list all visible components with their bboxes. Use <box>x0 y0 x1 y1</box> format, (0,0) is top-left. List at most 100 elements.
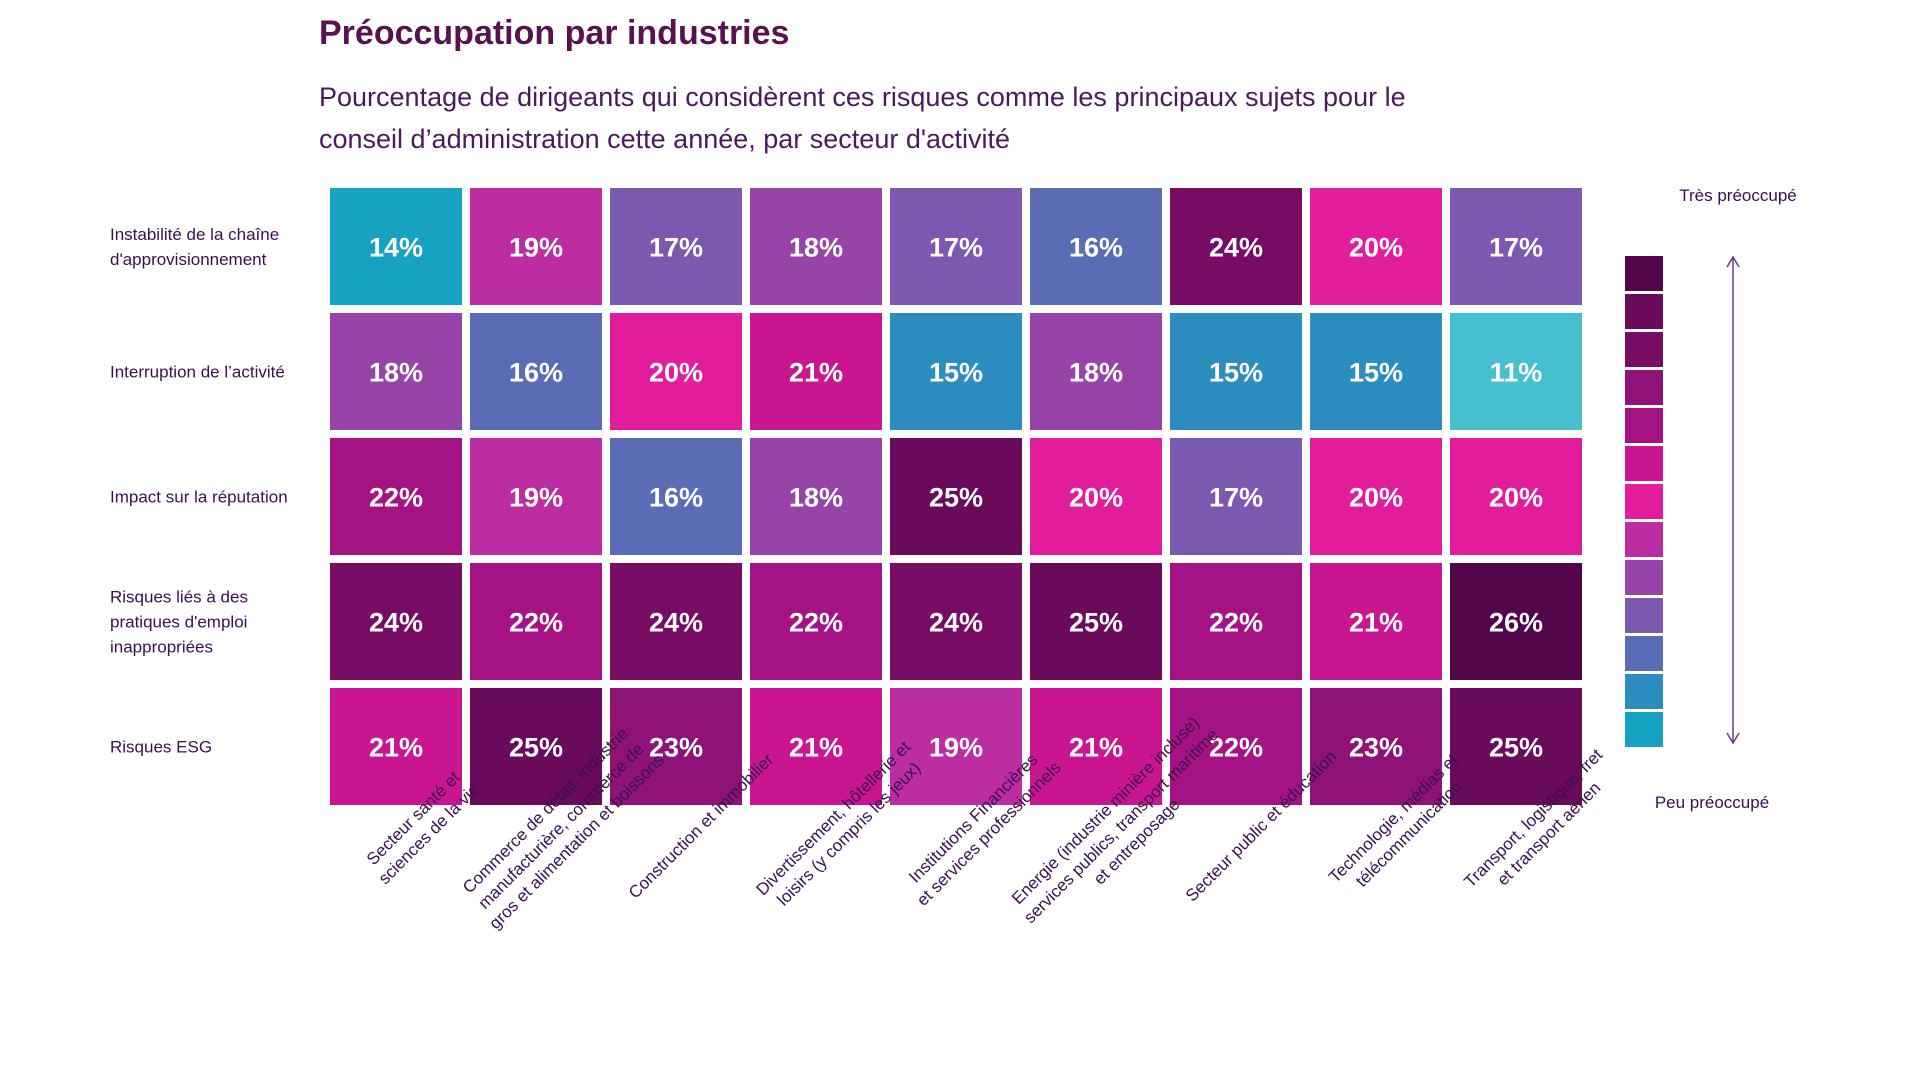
cell-value-label: 18% <box>789 233 843 263</box>
heatmap-cell <box>750 563 882 680</box>
cell-value-label: 14% <box>369 233 423 263</box>
legend-bottom-label: Peu préoccupé <box>1655 793 1769 812</box>
chart-subtitle: Pourcentage de dirigeants qui considèren… <box>319 82 1406 154</box>
heatmap-cell <box>750 313 882 430</box>
cell-value-label: 26% <box>1489 608 1543 638</box>
heatmap-cell <box>470 563 602 680</box>
heatmap-cell <box>330 563 462 680</box>
heatmap-cell <box>1030 688 1162 805</box>
heatmap-cell <box>610 688 742 805</box>
cell-value-label: 18% <box>1069 358 1123 388</box>
heatmap-cell <box>1450 563 1582 680</box>
cell-value-label: 15% <box>1209 358 1263 388</box>
heatmap-cell <box>330 188 462 305</box>
cell-value-label: 22% <box>509 608 563 638</box>
cell-value-label: 21% <box>789 733 843 763</box>
cell-value-label: 25% <box>929 483 983 513</box>
row-label: Interruption de l’activité <box>110 363 285 382</box>
cell-value-label: 21% <box>1069 733 1123 763</box>
cell-value-label: 25% <box>1069 608 1123 638</box>
legend-swatch <box>1625 712 1663 747</box>
heatmap-cell <box>1170 563 1302 680</box>
row-label: Impact sur la réputation <box>110 488 288 507</box>
heatmap-cell <box>610 563 742 680</box>
heatmap-cell <box>470 313 602 430</box>
heatmap-cell <box>330 438 462 555</box>
heatmap-cell <box>610 188 742 305</box>
cell-value-label: 18% <box>369 358 423 388</box>
legend-arrow-down-icon <box>1726 732 1740 745</box>
cell-value-label: 20% <box>1489 483 1543 513</box>
cell-value-label: 22% <box>789 608 843 638</box>
cell-value-label: 20% <box>1349 233 1403 263</box>
row-label: Instabilité de la chaîne d'approvisionnem… <box>110 225 279 269</box>
cell-value-label: 24% <box>929 608 983 638</box>
cell-value-label: 15% <box>1349 358 1403 388</box>
cell-value-label: 17% <box>1209 483 1263 513</box>
cell-value-label: 15% <box>929 358 983 388</box>
cell-value-label: 21% <box>789 358 843 388</box>
cell-value-label: 17% <box>1489 233 1543 263</box>
legend-swatch <box>1625 446 1663 481</box>
heatmap-cell <box>1310 313 1442 430</box>
heatmap-cell <box>750 438 882 555</box>
cell-value-label: 18% <box>789 483 843 513</box>
cell-value-label: 20% <box>1349 483 1403 513</box>
heatmap-cell <box>330 313 462 430</box>
cell-value-label: 11% <box>1490 358 1543 388</box>
cell-value-label: 24% <box>1209 233 1263 263</box>
legend-swatch <box>1625 636 1663 671</box>
cell-value-label: 21% <box>1349 608 1403 638</box>
heatmap-cell <box>610 313 742 430</box>
cell-value-label: 16% <box>509 358 563 388</box>
heatmap-cell <box>890 688 1022 805</box>
heatmap-cell <box>890 438 1022 555</box>
cell-value-label: 23% <box>1349 733 1403 763</box>
chart-title: Préoccupation par industries <box>319 14 790 52</box>
legend-swatch <box>1625 598 1663 633</box>
heatmap-cell <box>1170 438 1302 555</box>
cell-value-label: 19% <box>509 233 563 263</box>
heatmap-cell <box>1450 313 1582 430</box>
heatmap-cell <box>1170 313 1302 430</box>
heatmap-cell <box>1450 438 1582 555</box>
legend-swatch <box>1625 522 1663 557</box>
cell-value-label: 17% <box>929 233 983 263</box>
cell-value-label: 16% <box>649 483 703 513</box>
legend-swatch <box>1625 484 1663 519</box>
cell-value-label: 22% <box>1209 733 1263 763</box>
cell-value-label: 22% <box>369 483 423 513</box>
legend-arrow-up-icon <box>1726 255 1740 268</box>
heatmap-cell <box>330 688 462 805</box>
legend-swatch <box>1625 294 1663 329</box>
heatmap-cell <box>1310 188 1442 305</box>
heatmap-cell <box>470 438 602 555</box>
heatmap-cell <box>1170 688 1302 805</box>
heatmap-cell <box>1310 438 1442 555</box>
legend-swatch <box>1625 332 1663 367</box>
cell-value-label: 23% <box>649 733 703 763</box>
heatmap-cell <box>750 688 882 805</box>
row-label: Risques ESG <box>110 738 212 757</box>
cell-value-label: 20% <box>649 358 703 388</box>
heatmap-cell <box>1310 563 1442 680</box>
heatmap-cell <box>470 188 602 305</box>
heatmap-cell <box>1030 313 1162 430</box>
heatmap-cell <box>1450 688 1582 805</box>
cell-value-label: 19% <box>929 733 983 763</box>
legend-swatch <box>1625 370 1663 405</box>
legend-swatch <box>1625 674 1663 709</box>
heatmap-cell <box>1170 188 1302 305</box>
heatmap-cell <box>1450 188 1582 305</box>
heatmap-cell <box>750 188 882 305</box>
cell-value-label: 19% <box>509 483 563 513</box>
cell-value-label: 25% <box>509 733 563 763</box>
legend-swatch <box>1625 256 1663 291</box>
cell-value-label: 17% <box>649 233 703 263</box>
cell-value-label: 24% <box>649 608 703 638</box>
cell-value-label: 24% <box>369 608 423 638</box>
heatmap-cell <box>890 563 1022 680</box>
heatmap-cell <box>1030 188 1162 305</box>
heatmap-cell <box>610 438 742 555</box>
